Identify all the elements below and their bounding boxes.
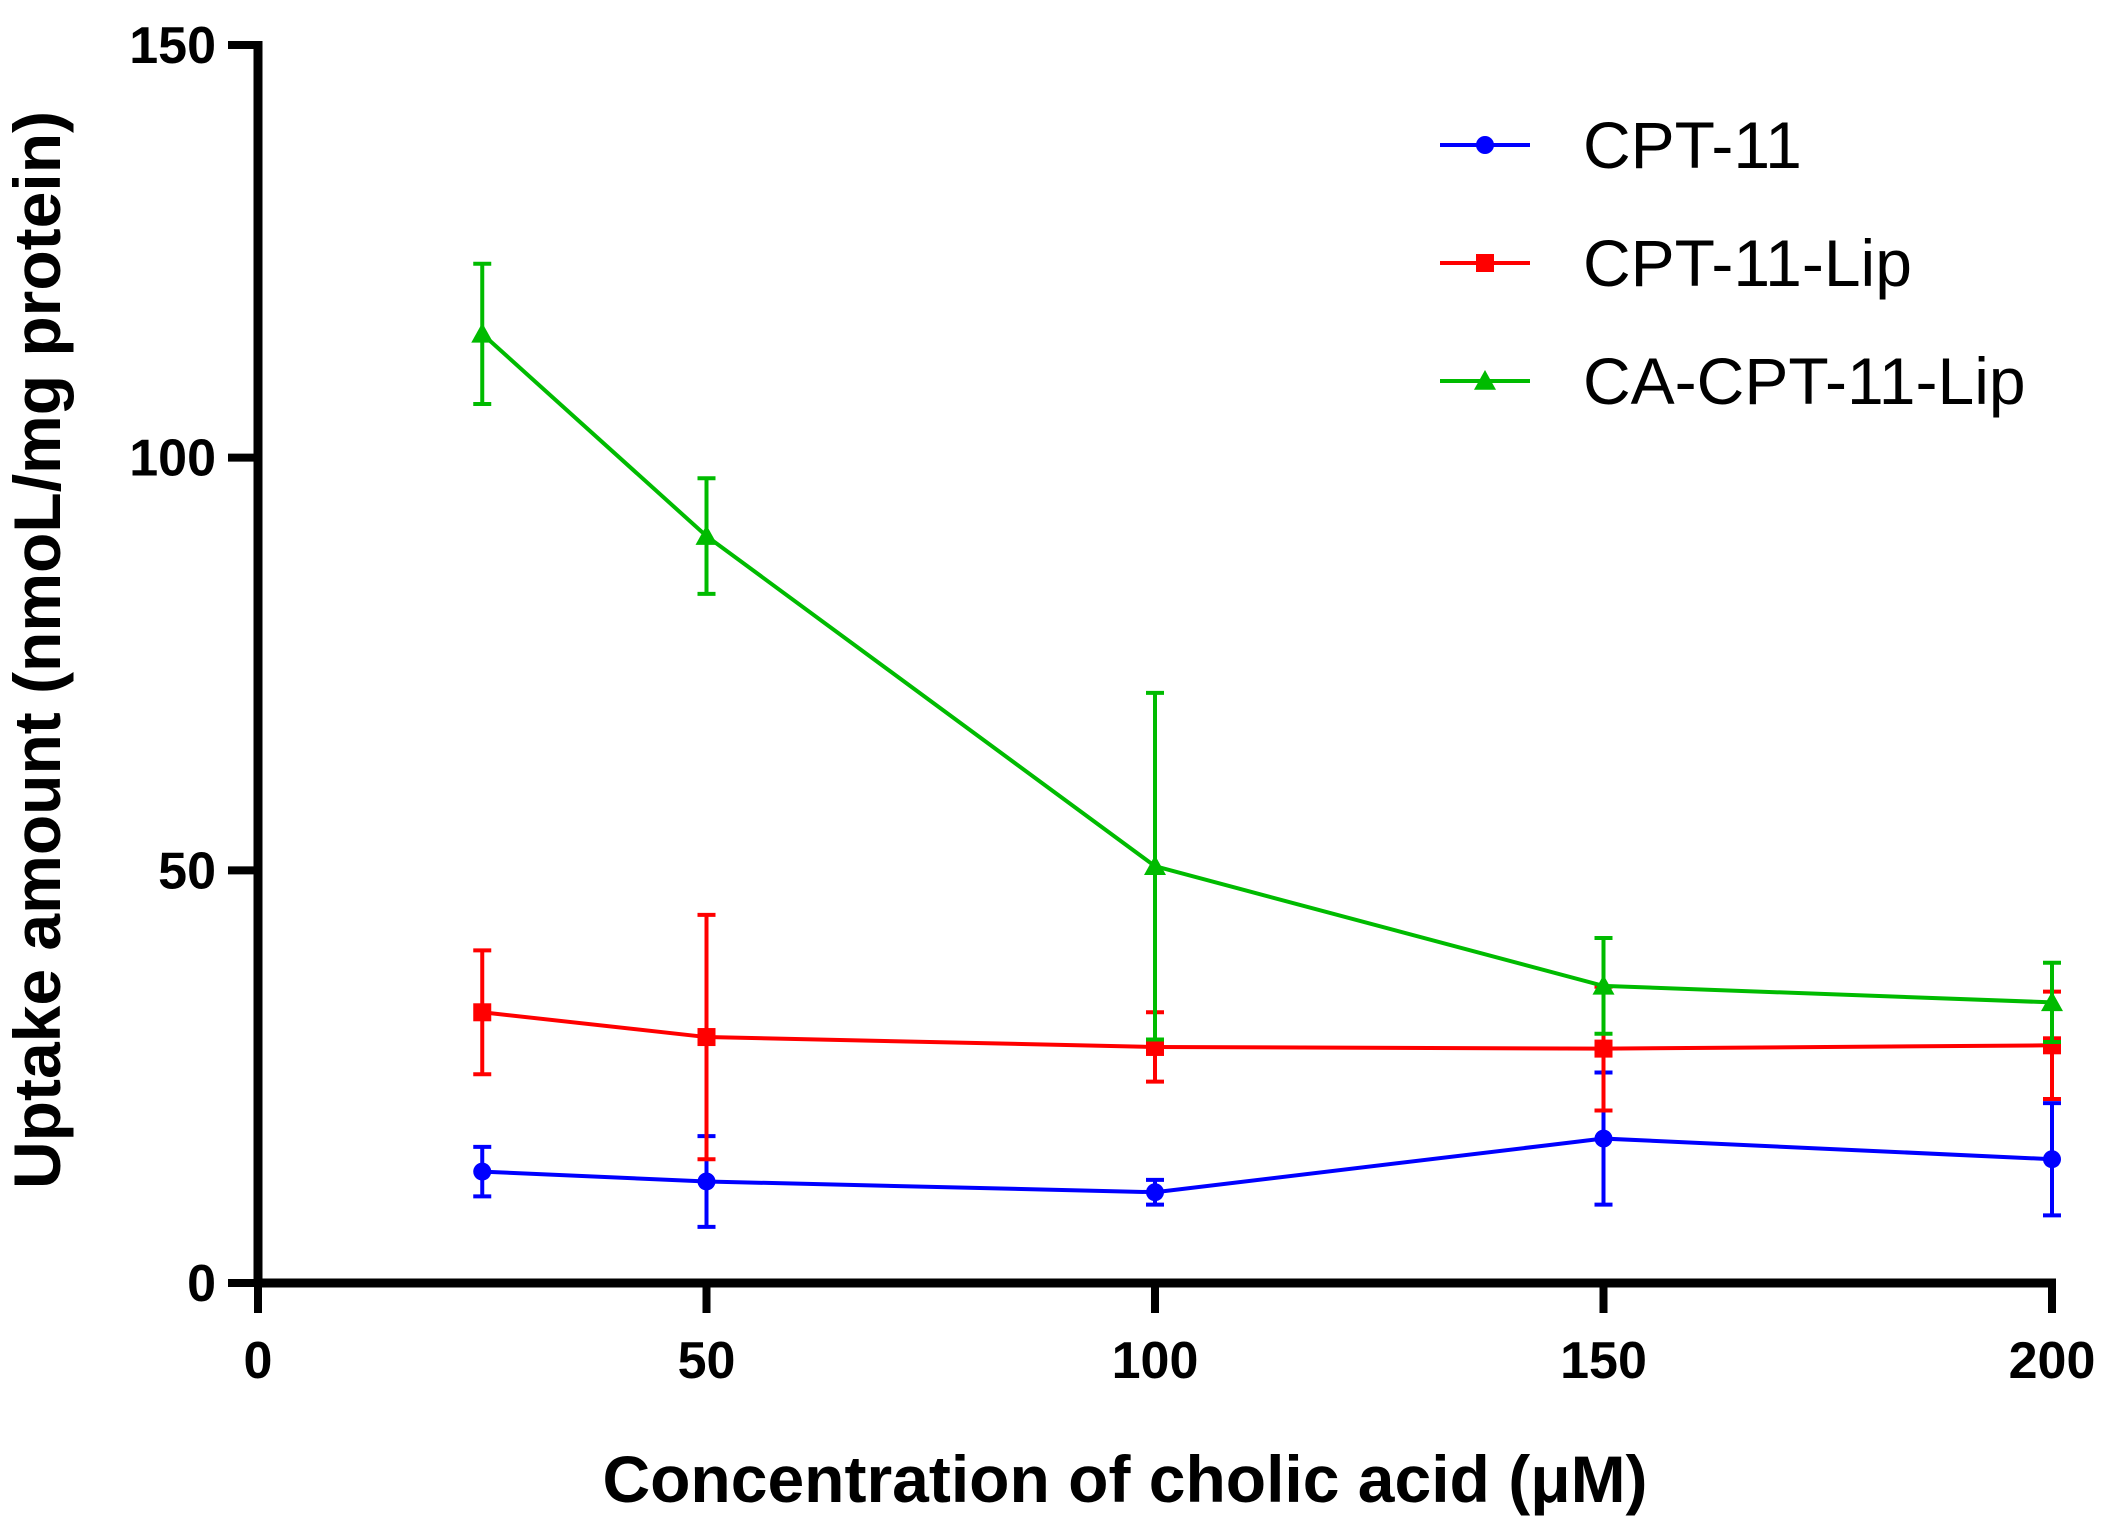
y-tick-label: 0 [187, 1255, 216, 1313]
legend-label: CPT-11 [1583, 108, 1802, 182]
legend: CPT-11 CPT-11-Lip CA-CPT-11-Lip [1440, 108, 2026, 418]
series-line [482, 1136, 2053, 1195]
legend-marker [1476, 254, 1494, 272]
legend-item: CPT-11-Lip [1440, 226, 1912, 300]
x-tick-label: 150 [1560, 1332, 1647, 1390]
data-point [471, 322, 494, 343]
y-tick-label: 100 [129, 430, 216, 488]
series-ca-cpt-11-lip [471, 261, 2063, 1045]
data-point [697, 1028, 716, 1047]
data-point [1144, 855, 1166, 876]
x-tick-label: 50 [678, 1332, 736, 1390]
data-point [2043, 1150, 2061, 1169]
x-tick-label: 200 [2009, 1332, 2096, 1390]
data-point [473, 1162, 492, 1181]
data-point [1146, 1037, 1164, 1056]
legend-item: CPT-11 [1440, 108, 1802, 182]
series-line [480, 332, 2053, 1005]
data-point [1592, 974, 1615, 995]
legend-label: CPT-11-Lip [1583, 226, 1912, 300]
data-point [2041, 991, 2063, 1012]
y-axis-title: Uptake amount (nmoL/mg protein) [0, 111, 74, 1189]
legend-marker [1474, 370, 1496, 390]
data-point [697, 1172, 716, 1191]
plot-series [471, 261, 2063, 1229]
y-tick-label: 50 [158, 842, 216, 900]
x-tick-label: 0 [244, 1332, 273, 1390]
data-point [473, 1003, 492, 1022]
legend-marker [1476, 136, 1494, 154]
legend-label: CA-CPT-11-Lip [1583, 344, 2026, 418]
data-point [695, 525, 718, 545]
series-cpt-11 [473, 1070, 2061, 1229]
data-point [1594, 1039, 1613, 1058]
series-cpt-11-lip [473, 912, 2061, 1162]
data-point [1594, 1129, 1613, 1148]
legend-item: CA-CPT-11-Lip [1440, 344, 2026, 418]
y-tick-label: 150 [129, 17, 216, 75]
x-tick-label: 100 [1112, 1332, 1199, 1390]
x-axis-title: Concentration of cholic acid (μM) [602, 1442, 1647, 1516]
series-line [482, 1010, 2053, 1051]
axes: 0 50 100 150 0 50 100 150 200 [129, 17, 2095, 1390]
data-point [1146, 1183, 1164, 1202]
